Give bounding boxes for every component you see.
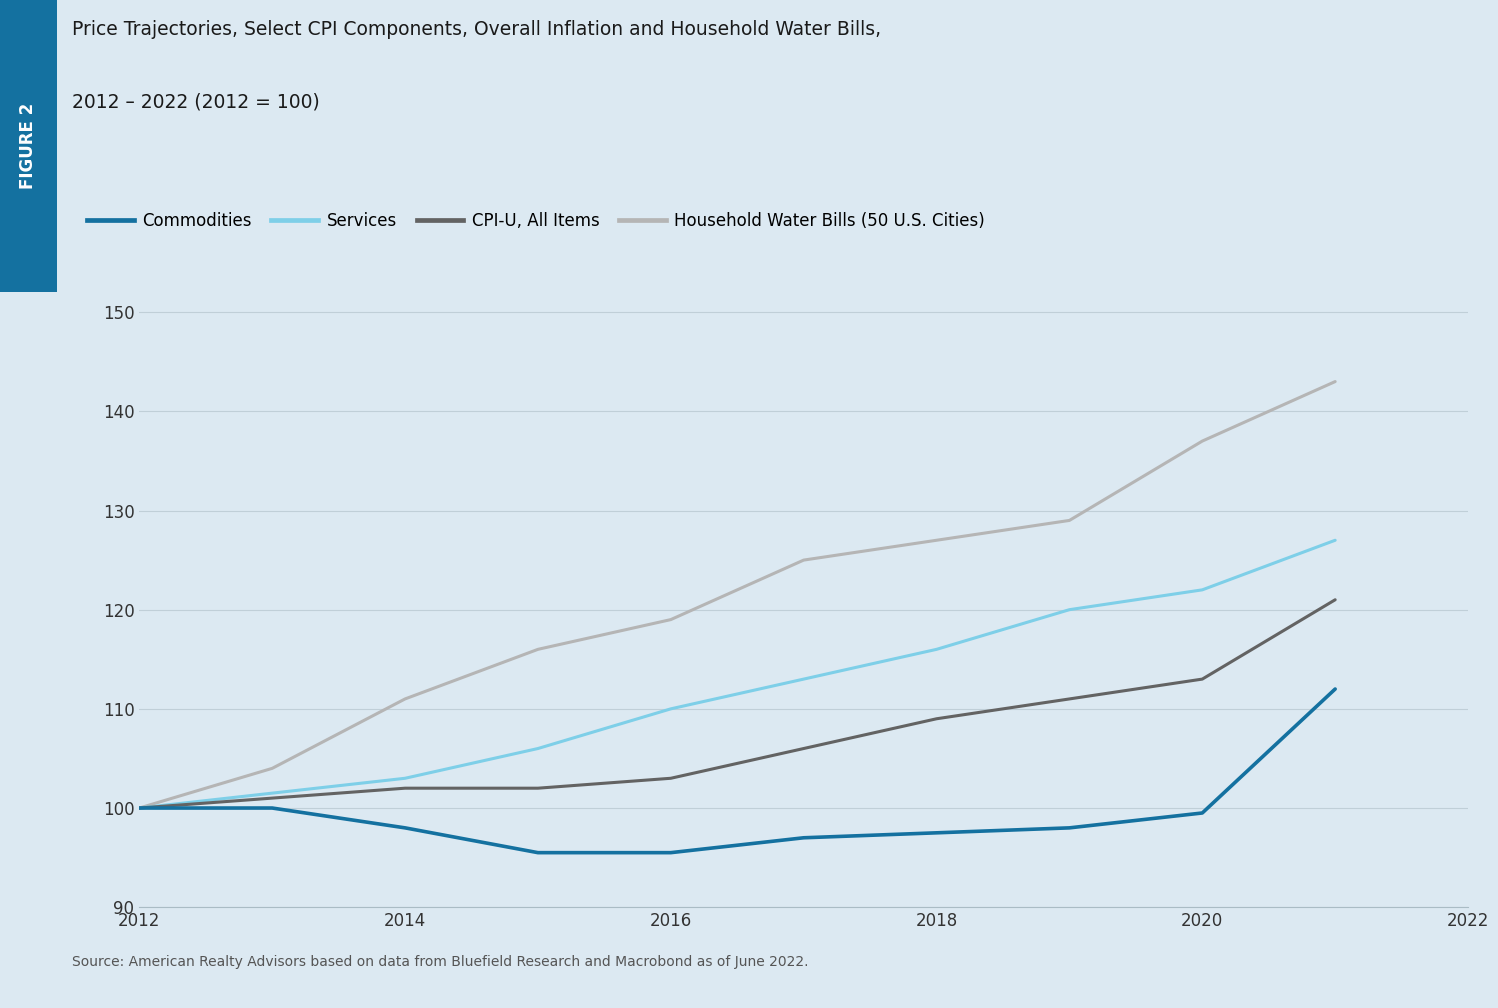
Text: FIGURE 2: FIGURE 2 bbox=[19, 103, 37, 190]
Text: 2012 – 2022 (2012 = 100): 2012 – 2022 (2012 = 100) bbox=[72, 93, 319, 112]
Text: Price Trajectories, Select CPI Components, Overall Inflation and Household Water: Price Trajectories, Select CPI Component… bbox=[72, 20, 881, 39]
Legend: Commodities, Services, CPI-U, All Items, Household Water Bills (50 U.S. Cities): Commodities, Services, CPI-U, All Items,… bbox=[81, 206, 992, 237]
Text: Source: American Realty Advisors based on data from Bluefield Research and Macro: Source: American Realty Advisors based o… bbox=[72, 955, 809, 969]
Bar bbox=[0, 0, 57, 292]
